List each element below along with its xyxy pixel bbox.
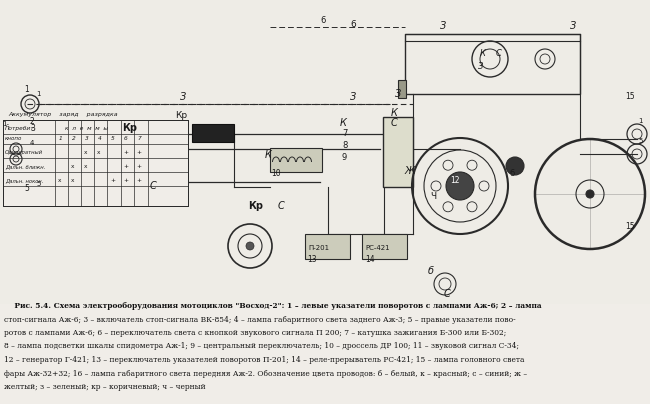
Text: x: x bbox=[71, 164, 75, 169]
Text: +: + bbox=[136, 178, 141, 183]
Text: З: З bbox=[570, 21, 577, 31]
Text: стоп-сигнала Аж-6; 3 – включатель стоп-сигнала ВК-854; 4 – лампа габаритного све: стоп-сигнала Аж-6; 3 – включатель стоп-с… bbox=[4, 316, 515, 324]
Text: К: К bbox=[265, 150, 272, 160]
Text: x: x bbox=[58, 178, 62, 183]
Text: x: x bbox=[71, 178, 75, 183]
Text: Потребит.: Потребит. bbox=[5, 126, 36, 131]
Text: 8: 8 bbox=[342, 141, 347, 150]
Text: 1: 1 bbox=[24, 85, 29, 94]
Text: 5: 5 bbox=[111, 136, 115, 141]
Circle shape bbox=[586, 190, 594, 198]
Text: 6: 6 bbox=[350, 20, 356, 29]
Text: 8 – лампа подсветки шкалы спидометра Аж-1; 9 – центральный переключатель; 10 – д: 8 – лампа подсветки шкалы спидометра Аж-… bbox=[4, 343, 519, 351]
Text: С: С bbox=[444, 289, 450, 299]
Text: 6: 6 bbox=[124, 136, 128, 141]
Text: 1: 1 bbox=[36, 91, 40, 97]
Circle shape bbox=[446, 172, 474, 200]
Bar bbox=[270, 148, 322, 172]
Text: З: З bbox=[478, 62, 484, 71]
Text: 6: 6 bbox=[320, 16, 326, 25]
Circle shape bbox=[506, 157, 524, 175]
Text: к  л  е  м  м  ы: к л е м м ы bbox=[65, 126, 108, 131]
Text: З: З bbox=[180, 92, 187, 102]
Text: 1: 1 bbox=[59, 136, 63, 141]
Text: 14: 14 bbox=[365, 255, 374, 264]
Bar bbox=[0, 0, 650, 304]
Text: +: + bbox=[123, 164, 128, 169]
Bar bbox=[398, 80, 406, 98]
Text: +: + bbox=[123, 178, 128, 183]
Text: 15: 15 bbox=[625, 222, 634, 231]
Text: 15: 15 bbox=[625, 92, 634, 101]
Text: кнопо: кнопо bbox=[5, 136, 22, 141]
Text: Рис. 5.4. Схема электрооборудования мотоциклов "Восход-2": 1 – левые указатели п: Рис. 5.4. Схема электрооборудования мото… bbox=[4, 302, 541, 310]
Text: Кр: Кр bbox=[175, 111, 187, 120]
Text: З: З bbox=[440, 21, 447, 31]
Bar bbox=[3, 120, 188, 206]
Text: П-201: П-201 bbox=[308, 245, 329, 251]
Text: Ч: Ч bbox=[430, 192, 436, 201]
Bar bbox=[383, 117, 413, 187]
Text: 7: 7 bbox=[342, 129, 347, 138]
Text: фары Аж-32+32; 16 – лампа габаритного света передняя Аж-2. Обозначение цвета про: фары Аж-32+32; 16 – лампа габаритного св… bbox=[4, 370, 527, 377]
Bar bbox=[362, 234, 407, 259]
Text: 1: 1 bbox=[638, 118, 642, 124]
Text: x: x bbox=[84, 150, 88, 155]
Text: С: С bbox=[278, 201, 285, 211]
Text: б: б bbox=[510, 169, 515, 178]
Text: 5: 5 bbox=[24, 184, 29, 193]
Text: К: К bbox=[480, 49, 486, 58]
Text: x: x bbox=[97, 150, 101, 155]
Text: +: + bbox=[136, 164, 141, 169]
Bar bbox=[5, 131, 27, 169]
Bar bbox=[0, 304, 650, 404]
Text: 9: 9 bbox=[342, 153, 347, 162]
Text: К: К bbox=[391, 108, 398, 118]
Text: РС-421: РС-421 bbox=[365, 245, 389, 251]
Bar bbox=[405, 34, 580, 94]
Text: 3: 3 bbox=[30, 124, 35, 133]
Text: К: К bbox=[340, 118, 347, 128]
Text: 10: 10 bbox=[271, 169, 281, 178]
Text: 1-: 1- bbox=[2, 121, 9, 127]
Text: 4: 4 bbox=[98, 136, 102, 141]
Text: С: С bbox=[150, 181, 157, 191]
Text: Однократный: Однократный bbox=[5, 150, 43, 155]
Text: З: З bbox=[350, 92, 356, 102]
Text: 4: 4 bbox=[30, 140, 34, 146]
Text: +: + bbox=[136, 150, 141, 155]
Text: Аккумулятор    заряд    разрядка: Аккумулятор заряд разрядка bbox=[8, 112, 118, 117]
Text: З: З bbox=[395, 89, 401, 99]
Text: 3: 3 bbox=[85, 136, 89, 141]
Text: 12: 12 bbox=[450, 176, 460, 185]
Text: 2: 2 bbox=[30, 117, 34, 126]
Text: 5: 5 bbox=[638, 138, 642, 144]
Text: 7: 7 bbox=[137, 136, 141, 141]
Text: желтый; з – зеленый; кр – коричневый; ч – черный: желтый; з – зеленый; кр – коричневый; ч … bbox=[4, 383, 205, 391]
Text: 13: 13 bbox=[307, 255, 317, 264]
Text: С: С bbox=[391, 118, 398, 128]
Text: +: + bbox=[110, 178, 115, 183]
Circle shape bbox=[246, 242, 254, 250]
Text: 2: 2 bbox=[72, 136, 76, 141]
Text: +: + bbox=[123, 150, 128, 155]
Text: Ж: Ж bbox=[405, 166, 415, 176]
Text: ротов с лампами Аж-6; 6 – переключатель света с кнопкой звукового сигнала П 200;: ротов с лампами Аж-6; 6 – переключатель … bbox=[4, 329, 506, 337]
Text: Кр: Кр bbox=[248, 201, 263, 211]
Text: Кр: Кр bbox=[122, 123, 137, 133]
Text: 12 – генератор Г-421; 13 – переключатель указателей поворотов П-201; 14 – реле-п: 12 – генератор Г-421; 13 – переключатель… bbox=[4, 356, 525, 364]
Text: Дальн. нокоч.: Дальн. нокоч. bbox=[5, 178, 44, 183]
Text: С: С bbox=[496, 49, 502, 58]
Text: Дальн. ближн.: Дальн. ближн. bbox=[5, 164, 46, 169]
Bar bbox=[192, 124, 234, 142]
Text: б: б bbox=[428, 266, 434, 276]
Text: x: x bbox=[84, 164, 88, 169]
Bar bbox=[305, 234, 350, 259]
Text: 5: 5 bbox=[36, 181, 40, 187]
